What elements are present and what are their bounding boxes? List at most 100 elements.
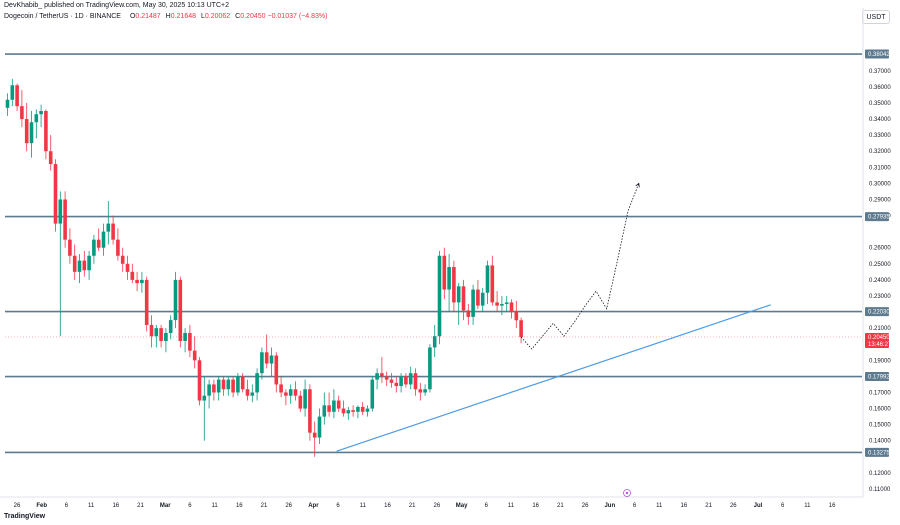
level-price-tag-text: 0.17992 bbox=[868, 375, 890, 381]
price-tick-label: 0.23000 bbox=[869, 294, 891, 300]
candle-body bbox=[92, 239, 96, 256]
candle-body bbox=[399, 376, 403, 387]
candle-body bbox=[365, 408, 370, 412]
candle-body bbox=[375, 373, 379, 380]
tradingview-logo[interactable]: TradingView bbox=[4, 513, 46, 520]
date-tick-label: May bbox=[456, 503, 468, 509]
price-tick-label: 0.24000 bbox=[869, 278, 891, 284]
candle-body bbox=[77, 260, 82, 272]
last-price-countdown: 13:46:27 bbox=[868, 342, 892, 348]
candle-body bbox=[356, 406, 360, 412]
candle-body bbox=[5, 99, 10, 108]
level-price-tag-text: 0.22030 bbox=[868, 310, 890, 316]
date-tick-label: 6 bbox=[336, 503, 340, 509]
candle-body bbox=[336, 400, 341, 409]
candle-body bbox=[303, 389, 307, 409]
date-tick-label: 26 bbox=[434, 503, 441, 509]
candle-body bbox=[514, 312, 519, 321]
candle-body bbox=[408, 373, 413, 385]
price-tick-label: 0.33000 bbox=[869, 133, 891, 139]
candle-body bbox=[34, 114, 39, 123]
date-tick-label: 11 bbox=[88, 503, 95, 509]
price-tick-label: 0.17000 bbox=[869, 390, 891, 396]
open-label: O bbox=[129, 13, 136, 20]
price-tick-label: 0.30000 bbox=[869, 181, 891, 187]
candle-body bbox=[29, 122, 34, 144]
candle-body bbox=[63, 199, 67, 240]
price-tick-label: 0.37000 bbox=[869, 69, 891, 75]
date-tick-label: Jul bbox=[754, 503, 763, 509]
candle-body bbox=[178, 279, 183, 342]
candle-body bbox=[236, 376, 240, 393]
date-tick-label: 26 bbox=[14, 503, 21, 509]
candle-body bbox=[476, 289, 480, 306]
candle-body bbox=[298, 395, 303, 409]
high-value: 0.21648 bbox=[170, 13, 197, 20]
date-tick-label: Feb bbox=[36, 503, 47, 509]
candle-body bbox=[260, 352, 264, 374]
candle-body bbox=[413, 373, 418, 390]
candle-body bbox=[312, 432, 317, 438]
candle-body bbox=[159, 328, 163, 342]
event-marker-dot bbox=[625, 491, 629, 495]
date-tick-label: 6 bbox=[188, 503, 192, 509]
date-tick-label: 16 bbox=[829, 503, 836, 509]
candle-body bbox=[370, 379, 375, 409]
date-tick-label: Jun bbox=[604, 503, 615, 509]
symbol-title[interactable]: Dogecoin / TetherUS · 1D · BINANCE bbox=[4, 13, 121, 20]
candle-body bbox=[240, 376, 245, 390]
candle-body bbox=[168, 320, 173, 333]
date-axis: 26 Feb 6 11 16 21 Mar 6 11 16 21 26 Apr 6 11 16 21 26 May 6… bbox=[14, 503, 836, 509]
candle-body bbox=[250, 392, 255, 396]
date-tick-label: 11 bbox=[360, 503, 367, 509]
date-tick-label: 6 bbox=[485, 503, 489, 509]
candle-body bbox=[144, 279, 149, 325]
candle-body bbox=[327, 405, 331, 412]
candle-body bbox=[269, 355, 274, 364]
candle-body bbox=[456, 286, 461, 303]
low-label: L bbox=[200, 13, 205, 20]
candle-body bbox=[471, 289, 475, 317]
price-tick-label: 0.21000 bbox=[869, 326, 891, 332]
symbol-legend: Dogecoin / TetherUS · 1D · BINANCE O 0.21… bbox=[4, 13, 327, 20]
close-value: 0.20450 bbox=[240, 13, 266, 20]
date-tick-label: 11 bbox=[656, 503, 663, 509]
level-price-tag bbox=[865, 212, 889, 222]
candle-body bbox=[432, 336, 437, 348]
candle-body bbox=[509, 302, 514, 313]
change-value: −0.01037 (−4.83%) bbox=[267, 13, 328, 20]
candle-body bbox=[384, 376, 389, 380]
candle-body bbox=[44, 111, 48, 152]
date-tick-label: 26 bbox=[730, 503, 737, 509]
candle-body bbox=[135, 279, 139, 284]
candle-body bbox=[394, 382, 399, 387]
projection-path bbox=[520, 183, 640, 350]
price-tick-label: 0.15000 bbox=[869, 423, 891, 429]
candle-body bbox=[231, 379, 235, 393]
candle-body bbox=[346, 410, 351, 414]
date-tick-label: 6 bbox=[633, 503, 637, 509]
candle-body bbox=[111, 223, 115, 240]
candle-body bbox=[423, 389, 427, 393]
candle-body bbox=[317, 416, 322, 438]
candle-body bbox=[284, 392, 288, 396]
price-tick-label: 0.14000 bbox=[869, 439, 891, 445]
candle-body bbox=[245, 389, 250, 396]
candle-body bbox=[322, 405, 327, 417]
candle-body bbox=[389, 379, 394, 383]
candle-body bbox=[380, 373, 384, 377]
candle-body bbox=[188, 332, 192, 351]
candle-body bbox=[519, 320, 523, 337]
candle-body bbox=[274, 355, 279, 385]
candle-body bbox=[360, 406, 365, 412]
candle-body bbox=[68, 239, 72, 256]
level-price-tag-text: 0.27935 bbox=[868, 215, 890, 221]
candle-body bbox=[480, 292, 485, 306]
candle-body bbox=[192, 350, 197, 361]
candle-body bbox=[255, 373, 259, 393]
last-price-value: 0.20450 bbox=[868, 335, 890, 341]
price-axis: 0.37000 0.36000 0.35000 0.34000 0.33000 0.320… bbox=[869, 69, 891, 493]
trendline-segment bbox=[336, 304, 771, 452]
date-tick-label: 26 bbox=[582, 503, 589, 509]
